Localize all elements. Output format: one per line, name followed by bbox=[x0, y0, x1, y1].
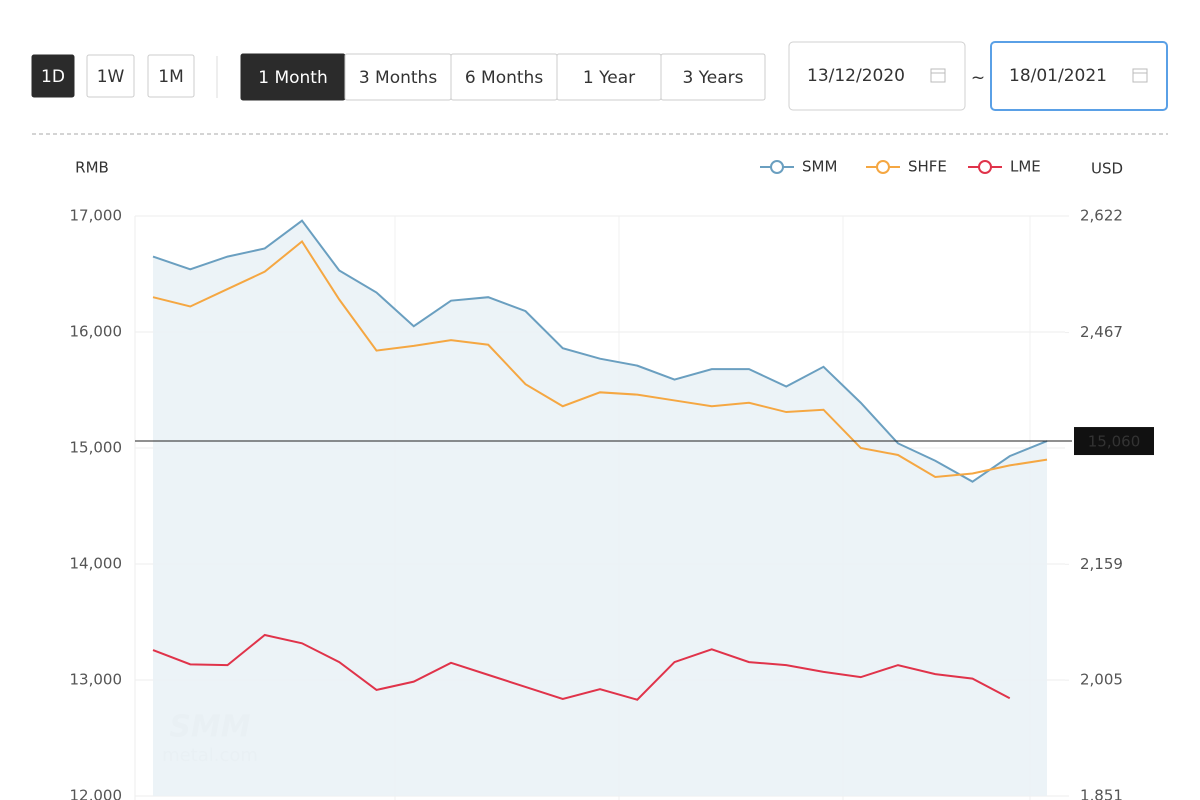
y2-tick-label: 2,005 bbox=[1080, 671, 1123, 689]
area-layer bbox=[153, 220, 1047, 796]
input-bg[interactable] bbox=[990, 41, 1168, 111]
button-label[interactable]: 6 Months bbox=[465, 68, 544, 88]
crosshair-badge bbox=[1074, 427, 1154, 456]
y-tick-label: 15,000 bbox=[70, 439, 123, 457]
y2-tick-label: 2,467 bbox=[1080, 323, 1123, 341]
button[interactable]: 3 Months bbox=[344, 53, 452, 101]
button-label[interactable]: 3 Years bbox=[682, 68, 743, 88]
button-bg[interactable] bbox=[86, 54, 135, 98]
crosshair-label: 15,060 bbox=[1088, 433, 1141, 451]
line bbox=[152, 240, 1048, 479]
y2-tick-label: 2,159 bbox=[1080, 555, 1123, 573]
legend-marker[interactable] bbox=[978, 160, 992, 174]
button-label[interactable]: 1 Year bbox=[583, 68, 635, 88]
button[interactable]: 3 Years bbox=[660, 53, 766, 101]
y-tick-label: 16,000 bbox=[70, 323, 123, 341]
y2-tick-label: 2,622 bbox=[1080, 207, 1123, 225]
area bbox=[153, 220, 1047, 796]
button[interactable]: 1 Year bbox=[556, 53, 662, 101]
button-bg[interactable] bbox=[660, 53, 766, 101]
series-layer bbox=[152, 219, 1048, 701]
y-tick-label: 13,000 bbox=[70, 671, 123, 689]
input-text[interactable]: 18/01/2021 bbox=[1009, 66, 1107, 86]
button-label[interactable]: 1D bbox=[41, 67, 65, 87]
toolbar: 1D 1W 1M 1 Month 3 Months 6 Months 1 Year 3 Yea… bbox=[31, 41, 1168, 111]
calendar-icon bbox=[930, 68, 946, 83]
button[interactable]: 1 Month bbox=[240, 53, 346, 101]
legend-item[interactable]: SHFE bbox=[866, 158, 947, 176]
button-label[interactable]: 1W bbox=[97, 67, 125, 87]
button[interactable]: 1M bbox=[147, 54, 195, 98]
legend-marker[interactable] bbox=[770, 160, 784, 174]
legend-item[interactable]: LME bbox=[968, 158, 1041, 176]
calendar-icon bbox=[1132, 68, 1148, 83]
y2-tick-label: 1,851 bbox=[1080, 787, 1123, 800]
y-tick-label: 17,000 bbox=[70, 207, 123, 225]
legend-label[interactable]: SMM bbox=[802, 158, 837, 176]
input-text[interactable]: 13/12/2020 bbox=[807, 66, 905, 86]
button-label[interactable]: 1 Month bbox=[258, 68, 328, 88]
button[interactable]: 6 Months bbox=[450, 53, 558, 101]
button-bg[interactable] bbox=[31, 54, 75, 98]
date-input[interactable]: 13/12/2020 bbox=[788, 41, 966, 111]
y-axis-label: RMB bbox=[75, 159, 109, 177]
input-bg[interactable] bbox=[788, 41, 966, 111]
y-tick-label: 14,000 bbox=[70, 555, 123, 573]
y-tick-label: 12,000 bbox=[70, 787, 123, 800]
button-bg[interactable] bbox=[147, 54, 195, 98]
line bbox=[152, 219, 1048, 483]
button-label[interactable]: 3 Months bbox=[359, 68, 438, 88]
button[interactable]: 1D bbox=[31, 54, 75, 98]
legend-label[interactable]: SHFE bbox=[908, 158, 947, 176]
line bbox=[152, 633, 1011, 701]
legend-label[interactable]: LME bbox=[1010, 158, 1041, 176]
y2-axis-label: USD bbox=[1091, 160, 1123, 178]
date-input[interactable]: 18/01/2021 bbox=[990, 41, 1168, 111]
legend-marker[interactable] bbox=[876, 160, 890, 174]
range-separator: ~ bbox=[971, 68, 985, 88]
chart: RMB USD 12,000 13,000 14,000 15,000 16,000 17,0… bbox=[70, 158, 1154, 800]
legend-item[interactable]: SMM bbox=[760, 158, 837, 176]
button-label[interactable]: 1M bbox=[158, 67, 183, 87]
button[interactable]: 1W bbox=[86, 54, 135, 98]
